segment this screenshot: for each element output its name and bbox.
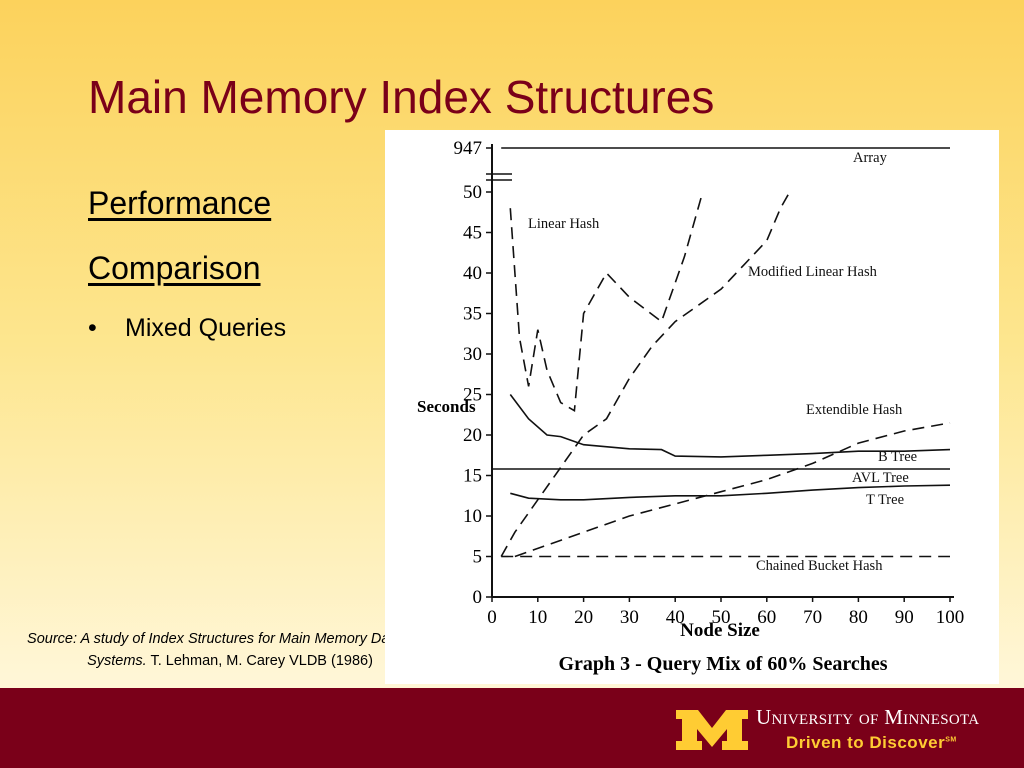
series-line: [509, 394, 951, 458]
x-tick-label: 0: [487, 607, 497, 628]
authors: T. Lehman, M. Carey VLDB (1986): [150, 653, 373, 669]
series-line: [509, 191, 704, 413]
tagline: Driven to DiscoverSM: [786, 733, 957, 753]
service-mark: SM: [945, 736, 957, 744]
series-label: Chained Bucket Hash: [756, 558, 883, 574]
y-tick-label: 40: [463, 263, 482, 284]
series-label: Array: [853, 150, 888, 166]
series-label: Linear Hash: [528, 216, 600, 232]
chart-background: [385, 130, 999, 684]
y-axis-label: Seconds: [417, 397, 476, 416]
series-line: [500, 191, 791, 557]
heading: Comparison: [88, 250, 261, 286]
y-tick-label: 30: [463, 344, 482, 365]
bullet-text: Mixed Queries: [125, 314, 287, 342]
chart: Seconds Node Size Graph 3 - Query Mix of…: [385, 130, 999, 684]
x-tick-label: 60: [757, 607, 776, 628]
series-label: Extendible Hash: [806, 402, 903, 418]
footer: [0, 688, 1024, 768]
chart-caption: Graph 3 - Query Mix of 60% Searches: [558, 653, 887, 675]
y-tick-label: 15: [463, 466, 482, 487]
university-name: University of Minnesota: [756, 705, 980, 729]
x-tick-label: 20: [574, 607, 593, 628]
y-tick-label: 45: [463, 223, 482, 244]
x-tick-label: 80: [849, 607, 868, 628]
y-tick-label: 5: [473, 547, 483, 568]
citation-title: Source: A study of Index Structures for …: [27, 631, 433, 669]
series-line: [514, 422, 951, 558]
series-label: Modified Linear Hash: [748, 264, 878, 280]
x-tick-label: 50: [712, 607, 731, 628]
y-tick-label: 25: [463, 385, 482, 406]
series-label: AVL Tree: [852, 470, 909, 486]
y-tick-label: 50: [463, 182, 482, 203]
series-label: B Tree: [878, 449, 917, 465]
slide-title: Main Memory Index Structures: [88, 71, 715, 123]
y-tick-label: 35: [463, 304, 482, 325]
tagline-text: Driven to Discover: [786, 733, 946, 752]
series-label: T Tree: [866, 492, 904, 508]
y-tick-label: 10: [463, 506, 482, 527]
x-tick-label: 30: [620, 607, 639, 628]
x-tick-label: 40: [666, 607, 685, 628]
x-tick-label: 10: [528, 607, 547, 628]
bullet: • Mixed Queries: [88, 314, 287, 342]
logo: [676, 710, 748, 750]
heading: Performance: [88, 185, 272, 221]
axis-break: [486, 173, 512, 181]
x-tick-label: 90: [895, 607, 914, 628]
series-line: [510, 484, 951, 501]
x-tick-label: 70: [803, 607, 822, 628]
y-tick-label: 0: [473, 587, 483, 608]
source: Source: A study of Index Structures for …: [20, 628, 440, 672]
x-axis-label: Node Size: [680, 620, 760, 641]
y-tick-label: 947: [454, 138, 483, 159]
x-tick-label: 100: [936, 607, 965, 628]
y-tick-label: 20: [463, 425, 482, 446]
